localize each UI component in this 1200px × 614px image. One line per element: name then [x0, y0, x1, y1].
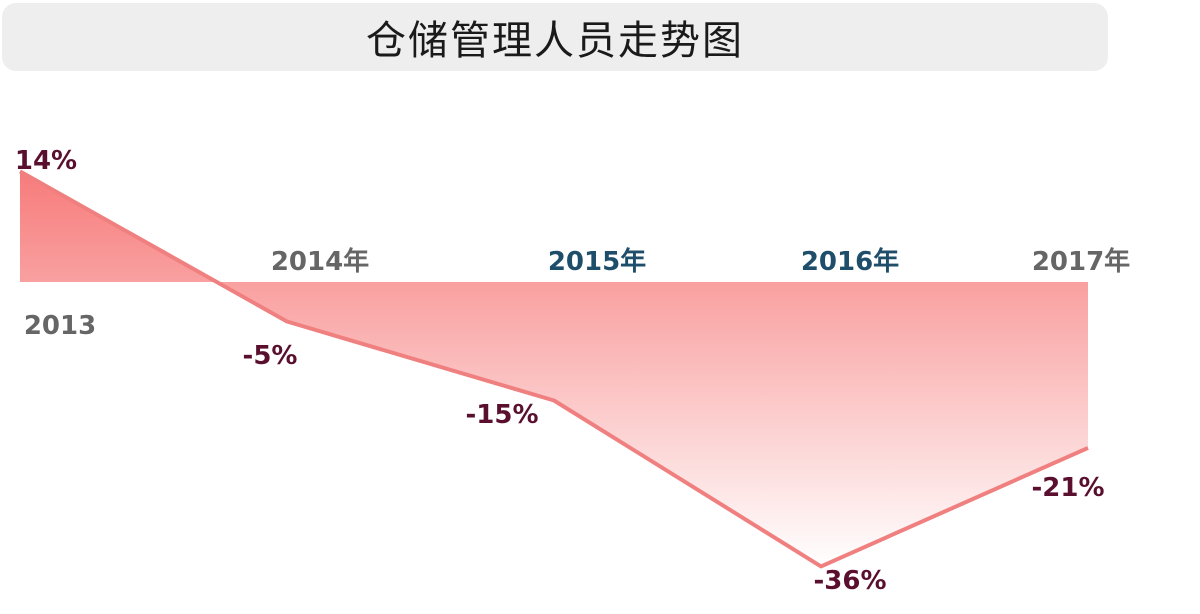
category-label: 2014年	[271, 246, 369, 277]
category-label: 2016年	[801, 246, 899, 277]
category-label: 2013	[24, 311, 96, 341]
data-label: -36%	[813, 566, 886, 596]
series-line	[19, 169, 1089, 569]
data-label: -5%	[243, 341, 298, 371]
chart-title: 仓储管理人员走势图	[366, 18, 744, 64]
category-label: 2017年	[1032, 246, 1130, 277]
chart-title-bar: 仓储管理人员走势图	[2, 3, 1108, 71]
data-label: 14%	[15, 146, 77, 176]
data-label: -21%	[1031, 473, 1104, 503]
series-area	[20, 171, 1088, 567]
category-label: 2015年	[548, 246, 646, 277]
data-label: -15%	[465, 400, 538, 430]
